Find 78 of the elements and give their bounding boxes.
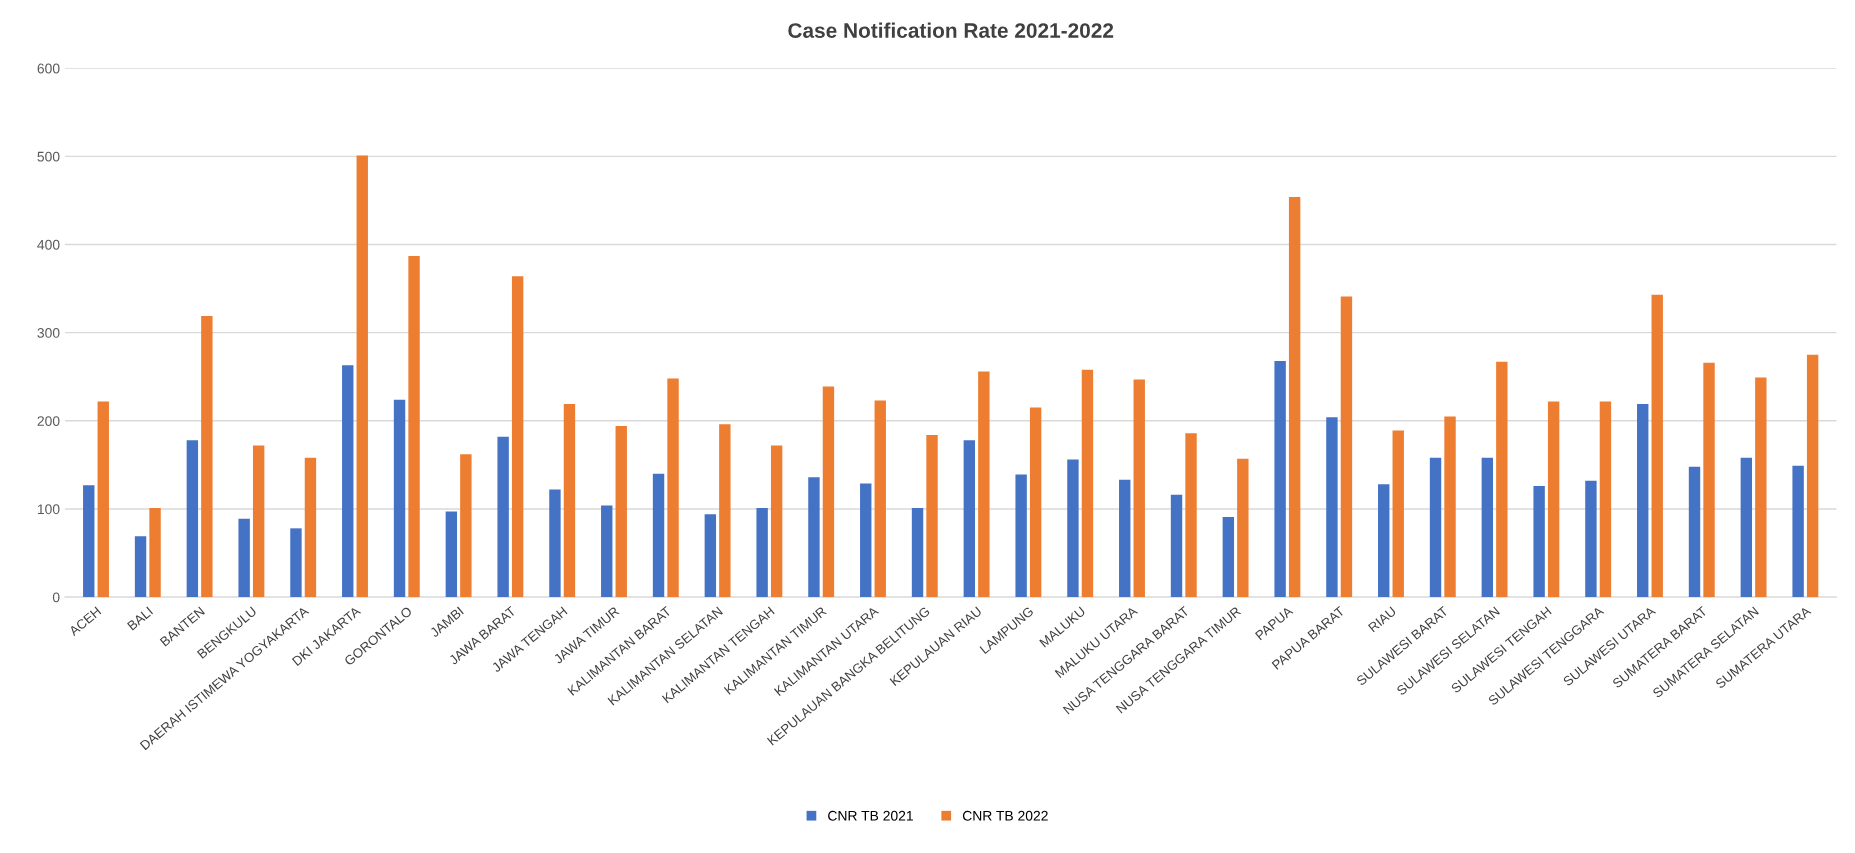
bar [304,457,317,598]
legend-label: CNR TB 2022 [962,810,1048,821]
bar [1029,407,1042,598]
bar [860,483,872,598]
bar [511,276,524,598]
bar [1237,458,1249,598]
y-tick-label: 300 [37,328,60,338]
y-tick-label: 200 [37,416,60,426]
bar [874,400,886,598]
bar [1185,433,1197,598]
bar [615,426,627,598]
bar [393,399,406,598]
y-tick-label: 500 [37,151,60,162]
bar [1496,361,1508,598]
bar [1740,457,1753,598]
bar [1688,466,1701,598]
bar [1429,457,1442,598]
bar [667,378,679,598]
bar [186,440,199,598]
bar [1378,484,1390,598]
bar [238,518,250,598]
bar [83,485,95,598]
bar [911,508,924,598]
legend-label: CNR TB 2021 [828,810,913,821]
bar [1806,354,1819,598]
bar [1637,404,1649,598]
bar [756,508,768,598]
bar [252,445,265,598]
bar [1274,360,1286,598]
bar [497,436,509,598]
y-tick-label: 400 [37,239,60,250]
bar [460,454,472,598]
bar [978,371,990,598]
bar [1288,196,1301,598]
y-tick-label: 0 [52,592,60,603]
y-tick-label: 600 [37,63,60,74]
bar [97,401,109,598]
bar [1585,480,1597,598]
bar [201,315,213,598]
bar [1533,486,1545,598]
bar [356,155,368,598]
y-tick-label: 100 [37,504,60,515]
bar [1340,296,1353,598]
bar [445,511,458,598]
bar [290,528,302,598]
bar [1792,465,1804,598]
bar [1651,294,1663,598]
bar [704,514,717,598]
bar [1081,369,1094,598]
bar [926,434,938,598]
bar [563,404,576,598]
bar [601,505,613,598]
bar [408,255,420,598]
bar [1015,474,1027,598]
bar [149,508,161,598]
bar [1222,516,1235,598]
bar [1481,457,1494,598]
bar [342,365,354,598]
bar [1755,377,1767,598]
bar [1392,430,1404,598]
bar [808,477,820,598]
bar [1547,401,1560,598]
bar [963,440,976,598]
bar [1444,416,1456,598]
chart-title: Case Notification Rate 2021-2022 [788,22,1114,38]
bar [1067,459,1079,598]
bar [822,386,835,598]
bar [1326,417,1338,598]
bar [134,536,147,598]
bar [652,473,665,598]
bar [549,489,561,598]
bar [719,424,731,598]
bar [1170,494,1183,598]
bar [1119,479,1131,598]
bar [1703,362,1715,598]
bar [1599,401,1612,598]
bar [1133,379,1145,598]
bar [770,445,783,598]
